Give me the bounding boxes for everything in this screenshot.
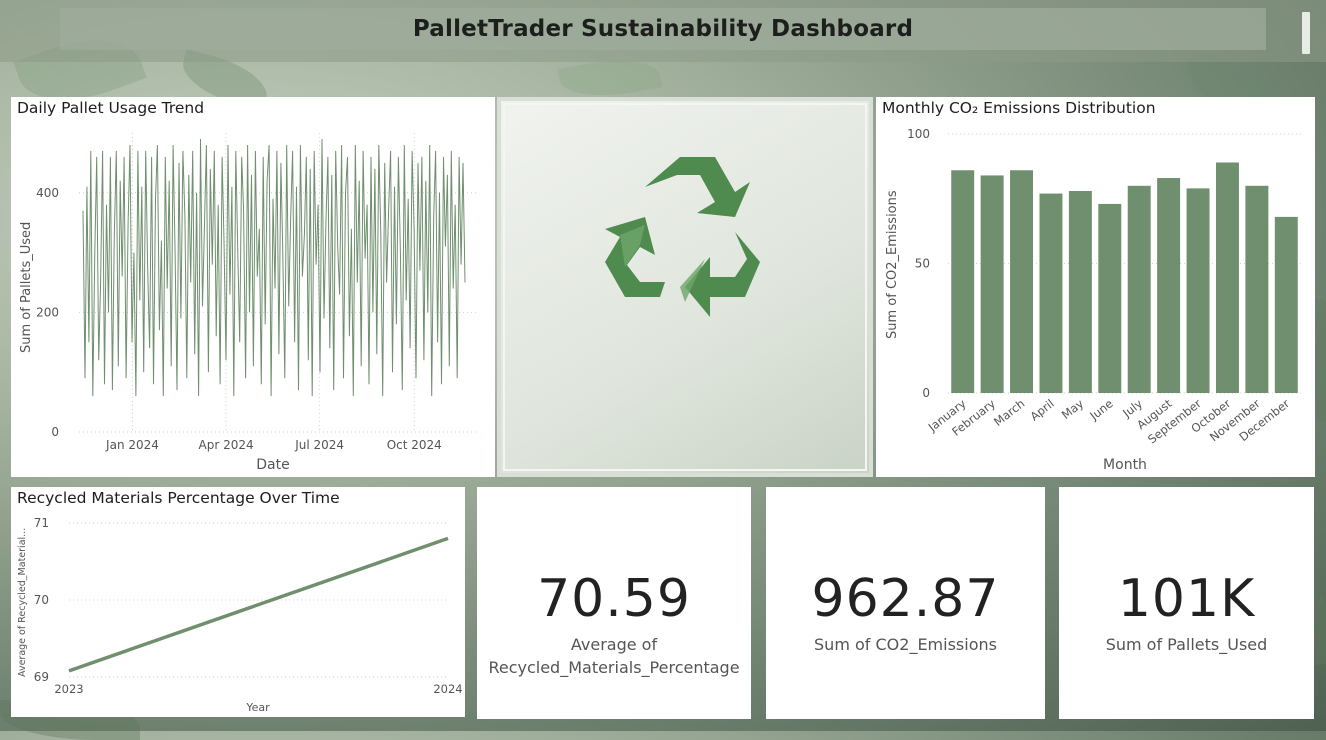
co2-bar	[951, 170, 975, 393]
co2-x-tick: May	[1059, 396, 1087, 422]
daily-usage-xlabel: Date	[256, 457, 289, 473]
recycled-title: Recycled Materials Percentage Over Time	[17, 489, 340, 507]
kpi-co2-label: Sum of CO2_Emissions	[814, 635, 997, 654]
kpi-pallets-card[interactable]: 101K Sum of Pallets_Used	[1059, 487, 1314, 719]
kpi-pallets-label: Sum of Pallets_Used	[1105, 635, 1268, 654]
scroll-handle[interactable]	[1302, 12, 1310, 54]
kpi-co2-card[interactable]: 962.87 Sum of CO2_Emissions	[766, 487, 1045, 719]
co2-y-tick: 100	[907, 127, 930, 141]
co2-ylabel: Sum of CO2_Emissions	[885, 190, 900, 339]
co2-x-tick: April	[1027, 396, 1056, 423]
daily-usage-ylabel: Sum of Pallets_Used	[19, 222, 34, 353]
co2-xlabel: Month	[1103, 457, 1147, 473]
co2-card[interactable]: Monthly CO₂ Emissions Distribution Sum o…	[876, 97, 1315, 477]
kpi-recycled-card[interactable]: 70.59 Average of Recycled_Materials_Perc…	[477, 487, 751, 719]
recycled-ylabel: Average of Recycled_Material...	[17, 528, 28, 677]
daily-usage-title: Daily Pallet Usage Trend	[17, 99, 205, 117]
recycled-y-tick: 70	[34, 593, 49, 607]
co2-y-tick: 0	[922, 386, 930, 400]
recycled-x-tick: 2023	[54, 682, 83, 696]
co2-bar	[1157, 178, 1181, 393]
daily-y-tick: 200	[36, 305, 59, 319]
kpi-recycled-value: 70.59	[537, 569, 691, 629]
co2-y-tick: 50	[915, 257, 930, 271]
daily-usage-card[interactable]: Daily Pallet Usage Trend Sum of Pallets_…	[11, 97, 495, 477]
co2-x-tick: March	[991, 396, 1027, 429]
co2-bar	[980, 175, 1004, 393]
dashboard-title: PalletTrader Sustainability Dashboard	[412, 16, 914, 42]
recycled-xlabel: Year	[245, 701, 270, 714]
daily-y-tick: 400	[36, 186, 59, 200]
co2-bar	[1274, 216, 1298, 393]
co2-x-tick: June	[1086, 396, 1115, 423]
co2-bar	[1186, 188, 1210, 393]
daily-usage-line	[82, 138, 466, 397]
co2-bar	[1098, 203, 1122, 393]
recycled-line	[68, 536, 449, 673]
co2-bar	[1215, 162, 1239, 393]
co2-chart: Sum of CO2_Emissions Month 050100January…	[885, 127, 1301, 473]
co2-bar	[1245, 185, 1269, 393]
co2-bar	[1127, 185, 1151, 393]
daily-usage-chart: Sum of Pallets_Used Date 0 200 400 Jan 2024…	[19, 133, 477, 473]
co2-bar	[1010, 170, 1034, 393]
recycled-card[interactable]: Recycled Materials Percentage Over Time …	[11, 487, 465, 717]
daily-x-tick: Apr 2024	[199, 438, 254, 452]
daily-x-tick: Jan 2024	[105, 438, 159, 452]
title-strip: PalletTrader Sustainability Dashboard	[60, 8, 1266, 50]
co2-title: Monthly CO₂ Emissions Distribution	[882, 99, 1156, 117]
daily-y-tick: 0	[51, 425, 59, 439]
recycled-y-tick: 71	[34, 516, 49, 530]
recycled-chart: Average of Recycled_Material... Year 69 7…	[17, 516, 463, 714]
recycled-x-tick: 2024	[433, 682, 462, 696]
co2-bar	[1068, 190, 1092, 393]
recycled-y-tick: 69	[34, 670, 49, 684]
daily-x-tick: Jul 2024	[294, 438, 344, 452]
daily-x-tick: Oct 2024	[387, 438, 442, 452]
kpi-recycled-label-1: Average of	[570, 635, 658, 654]
kpi-recycled-label-2: Recycled_Materials_Percentage	[488, 658, 740, 677]
co2-bar	[1039, 193, 1063, 393]
recycle-icon	[585, 147, 785, 347]
title-bar: PalletTrader Sustainability Dashboard	[0, 0, 1326, 62]
recycle-image-card	[497, 97, 873, 477]
kpi-pallets-value: 101K	[1117, 569, 1256, 629]
kpi-co2-value: 962.87	[811, 569, 1000, 629]
